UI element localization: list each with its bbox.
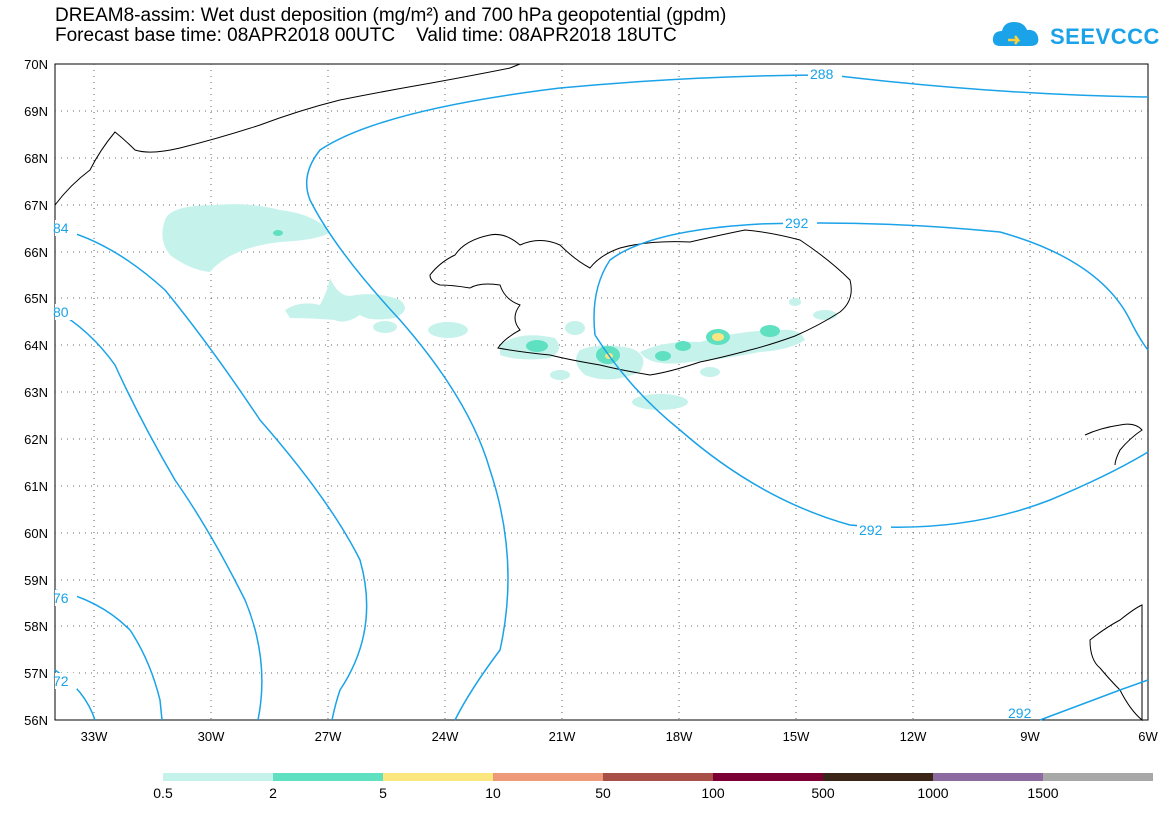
lon-label: 27W bbox=[315, 729, 342, 744]
lat-label: 68N bbox=[24, 151, 48, 166]
contour-label: 80 bbox=[53, 304, 69, 320]
colorbar-swatch bbox=[383, 773, 493, 781]
colorbar-swatch bbox=[493, 773, 603, 781]
contour-label: 292 bbox=[859, 522, 883, 538]
lon-label: 6W bbox=[1138, 729, 1158, 744]
lat-label: 59N bbox=[24, 573, 48, 588]
contour-label: 292 bbox=[1008, 705, 1032, 721]
colorbar-swatch bbox=[163, 773, 273, 781]
longitude-labels: 33W 30W 27W 24W 21W 18W 15W 12W 9W 6W bbox=[81, 729, 1159, 744]
contour-label: 292 bbox=[785, 215, 809, 231]
colorbar-label: 10 bbox=[485, 785, 501, 801]
colorbar-swatch bbox=[1043, 773, 1153, 781]
lon-label: 21W bbox=[549, 729, 576, 744]
colorbar-swatch bbox=[823, 773, 933, 781]
lon-label: 15W bbox=[783, 729, 810, 744]
colorbar: 0.5 2 5 10 50 100 500 1000 1500 bbox=[153, 773, 1153, 801]
colorbar-label: 500 bbox=[811, 785, 835, 801]
lat-label: 66N bbox=[24, 245, 48, 260]
contour-label: 288 bbox=[810, 66, 834, 82]
colorbar-label: 2 bbox=[269, 785, 277, 801]
lat-label: 65N bbox=[24, 291, 48, 306]
lat-label: 69N bbox=[24, 104, 48, 119]
lat-label: 57N bbox=[24, 666, 48, 681]
contour-label: 72 bbox=[53, 673, 69, 689]
lat-label: 64N bbox=[24, 338, 48, 353]
lon-label: 9W bbox=[1020, 729, 1040, 744]
coastlines bbox=[54, 63, 1143, 722]
lat-label: 63N bbox=[24, 385, 48, 400]
colorbar-swatch bbox=[603, 773, 713, 781]
colorbar-swatch bbox=[713, 773, 823, 781]
lon-label: 30W bbox=[198, 729, 225, 744]
map-subtitle: Forecast base time: 08APR2018 00UTC Vali… bbox=[55, 25, 677, 46]
lat-label: 61N bbox=[24, 479, 48, 494]
lat-label: 60N bbox=[24, 526, 48, 541]
colorbar-label: 1500 bbox=[1027, 785, 1058, 801]
colorbar-label: 0.5 bbox=[153, 785, 173, 801]
lat-label: 62N bbox=[24, 432, 48, 447]
lat-label: 58N bbox=[24, 619, 48, 634]
lat-label: 67N bbox=[24, 198, 48, 213]
cloud-logo-icon bbox=[992, 22, 1039, 46]
lon-label: 12W bbox=[900, 729, 927, 744]
lon-label: 18W bbox=[666, 729, 693, 744]
lon-label: 33W bbox=[81, 729, 108, 744]
latitude-labels: 70N 69N 68N 67N 66N 65N 64N 63N 62N 61N … bbox=[24, 57, 48, 728]
geopotential-contours bbox=[54, 74, 1149, 721]
dust-shading bbox=[162, 204, 837, 410]
colorbar-swatch bbox=[273, 773, 383, 781]
colorbar-label: 1000 bbox=[917, 785, 948, 801]
logo-text: SEEVCCC bbox=[1050, 24, 1160, 49]
colorbar-label: 5 bbox=[379, 785, 387, 801]
colorbar-swatch bbox=[933, 773, 1043, 781]
contour-labels: 288 292 292 292 84 80 76 72 bbox=[53, 66, 1040, 721]
map-title: DREAM8-assim: Wet dust deposition (mg/m²… bbox=[55, 5, 727, 26]
contour-label: 76 bbox=[53, 590, 69, 606]
lon-label: 24W bbox=[432, 729, 459, 744]
colorbar-label: 100 bbox=[701, 785, 725, 801]
contour-label: 84 bbox=[53, 220, 69, 236]
colorbar-label: 50 bbox=[595, 785, 611, 801]
lat-label: 56N bbox=[24, 713, 48, 728]
lat-label: 70N bbox=[24, 57, 48, 72]
grid bbox=[55, 64, 1148, 720]
